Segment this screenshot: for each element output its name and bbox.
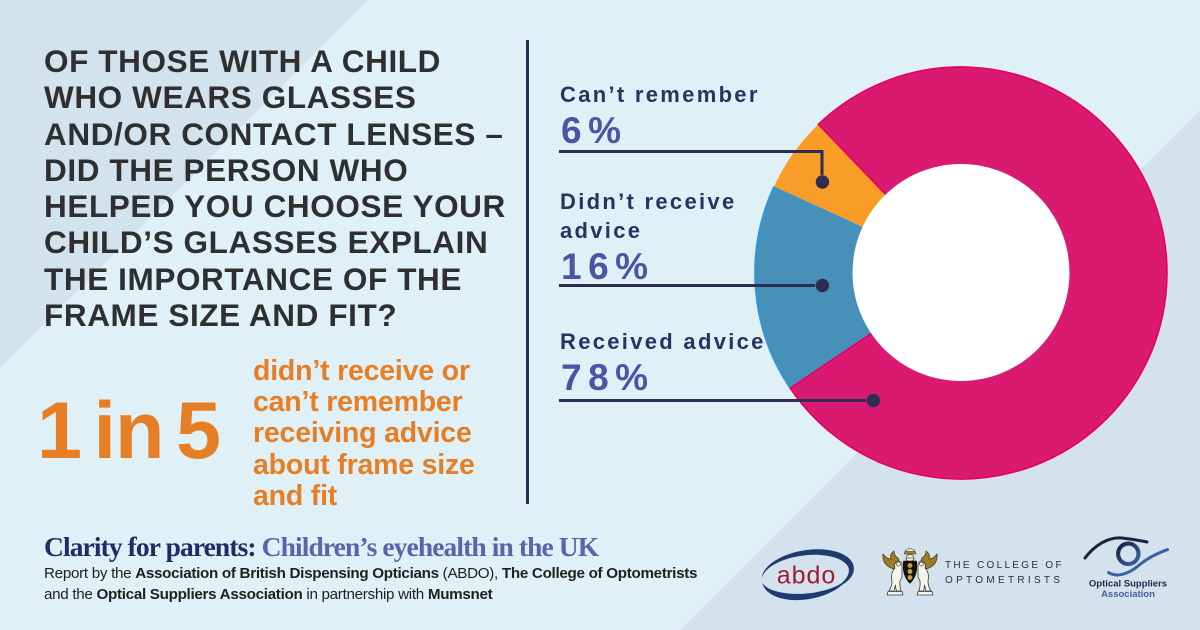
svg-text:abdo: abdo	[777, 562, 837, 590]
svg-text:Optical Suppliers: Optical Suppliers	[1089, 579, 1167, 590]
svg-text:Association: Association	[1101, 589, 1155, 600]
